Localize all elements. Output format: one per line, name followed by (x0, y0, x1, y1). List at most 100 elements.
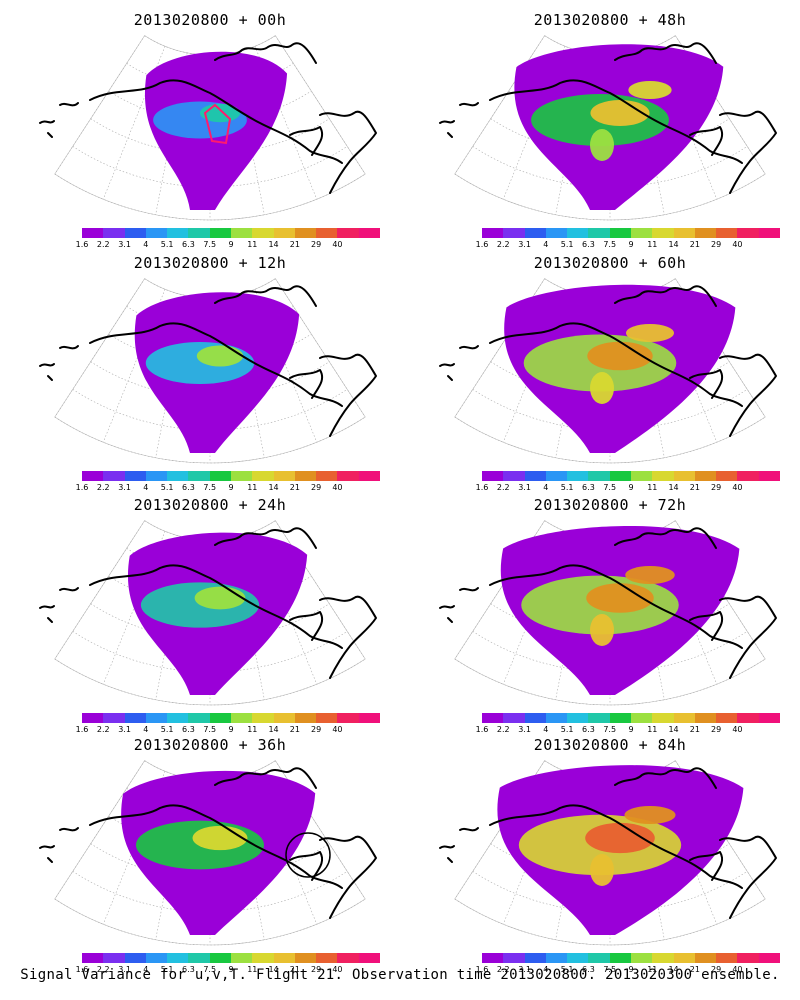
colorbar-tick-label: 4 (543, 725, 549, 734)
colorbar-tick-label: 3.1 (518, 483, 531, 492)
colorbar-tick-label: 3.1 (118, 483, 131, 492)
colorbar-cell (567, 953, 589, 963)
longitude-line (555, 537, 588, 700)
coastline (39, 827, 79, 863)
longitude-line (54, 520, 145, 660)
variance-contour (587, 341, 653, 371)
forecast-panel: 2013020800 + 00h 1.6 2.2 3.1 4 5.1 6.3 7.5 9 11 14… (20, 5, 400, 249)
colorbar-cell (209, 953, 231, 963)
colorbar-cell (673, 953, 695, 963)
coastline (614, 767, 717, 789)
map-projection-grid (439, 278, 777, 464)
latitude-line (54, 173, 366, 221)
colorbar-tick-label: 21 (289, 483, 300, 492)
colorbar-cell (652, 471, 674, 481)
colorbar-cell (503, 953, 525, 963)
colorbar-cell (609, 713, 631, 723)
forecast-panel: 2013020800 + 72h 1.6 2.2 3.1 4 5.1 6.3 7.5 9 11 14… (420, 490, 800, 734)
longitude-line (654, 46, 718, 200)
colorbar-cell (337, 953, 359, 963)
coastline (319, 353, 377, 437)
panel-title: 2013020800 + 60h (533, 254, 687, 272)
colorbar-tick-label: 7.5 (603, 725, 617, 734)
colorbar-cell (758, 471, 780, 481)
colorbar-tick-label: 40 (732, 483, 743, 492)
coastline (39, 587, 79, 623)
coastline (614, 285, 717, 307)
coastline (719, 110, 777, 194)
colorbar-cell (673, 713, 695, 723)
colorbar-tick-label: 29 (711, 965, 722, 974)
longitude-line (155, 295, 188, 458)
panel-title: 2013020800 + 12h (133, 254, 287, 272)
colorbar-tick-label: 1.6 (475, 483, 489, 492)
colorbar-cell (230, 713, 253, 723)
coastline (319, 595, 377, 679)
longitude-line (555, 295, 588, 458)
colorbar-cell (103, 713, 125, 723)
colorbar-tick-label: 4 (143, 483, 149, 492)
colorbar-tick-label: 21 (689, 965, 700, 974)
colorbar-cell (673, 228, 695, 238)
forecast-panel: 2013020800 + 12h 1.6 2.2 3.1 4 5.1 6.3 7.5 9 11 14… (20, 248, 400, 492)
colorbar-cell (167, 713, 189, 723)
colorbar-cell (167, 228, 189, 238)
colorbar-cell (124, 228, 146, 238)
colorbar-cell (609, 471, 631, 481)
longitude-line (275, 35, 366, 175)
colorbar-tick-label: 5.1 (560, 965, 574, 974)
colorbar-cell (188, 953, 210, 963)
colorbar-cell (337, 228, 359, 238)
longitude-line (654, 771, 718, 925)
colorbar-cell (737, 471, 759, 481)
colorbar-tick-label: 5.1 (560, 725, 574, 734)
colorbar-cell (630, 228, 653, 238)
colorbar-tick-label: 6.3 (182, 965, 195, 974)
colorbar-tick-label: 7.5 (203, 483, 217, 492)
colorbar-tick-label: 40 (732, 725, 743, 734)
colorbar-tick-label: 11 (647, 725, 658, 734)
colorbar-tick-label: 3.1 (518, 965, 531, 974)
colorbar-tick-label: 11 (647, 483, 658, 492)
colorbar-ticks: 1.6 2.2 3.1 4 5.1 6.3 7.5 9 11 14 21 29 40 (476, 240, 780, 250)
variance-contour (194, 586, 246, 610)
map-projection-grid (439, 520, 777, 706)
colorbar-tick-label: 40 (732, 240, 743, 249)
colorbar (482, 713, 780, 723)
colorbar-tick-label: 21 (289, 725, 300, 734)
colorbar-cell (524, 953, 546, 963)
panel-title: 2013020800 + 36h (133, 736, 287, 754)
colorbar-cell (273, 953, 295, 963)
longitude-line (102, 771, 166, 925)
coastline (289, 611, 324, 641)
variance-contour (196, 345, 244, 367)
colorbar-cell (358, 228, 380, 238)
coastline (39, 102, 79, 138)
colorbar-cell (673, 471, 695, 481)
colorbar (82, 228, 380, 238)
colorbar (82, 713, 380, 723)
coastline (89, 564, 343, 649)
colorbar-tick-label: 14 (268, 725, 279, 734)
latitude-line (72, 146, 348, 188)
colorbar-tick-label: 4 (143, 965, 149, 974)
colorbar-tick-label: 11 (247, 725, 258, 734)
colorbar-cell (209, 713, 231, 723)
colorbar-cell (316, 953, 338, 963)
coastline (214, 767, 317, 789)
colorbar-cell (294, 713, 317, 723)
colorbar-cell (545, 228, 568, 238)
latitude-line (454, 658, 766, 706)
colorbar-tick-label: 4 (543, 965, 549, 974)
colorbar-cell (482, 953, 504, 963)
longitude-line (632, 777, 665, 940)
longitude-line (54, 760, 145, 900)
colorbar-cell (524, 471, 546, 481)
colorbar-cell (273, 713, 295, 723)
colorbar-cell (103, 953, 125, 963)
colorbar-tick-label: 1.6 (475, 725, 489, 734)
panel-title: 2013020800 + 72h (533, 496, 687, 514)
colorbar-tick-label: 2.2 (96, 240, 110, 249)
latitude-line (108, 90, 312, 122)
coastline (614, 42, 717, 64)
